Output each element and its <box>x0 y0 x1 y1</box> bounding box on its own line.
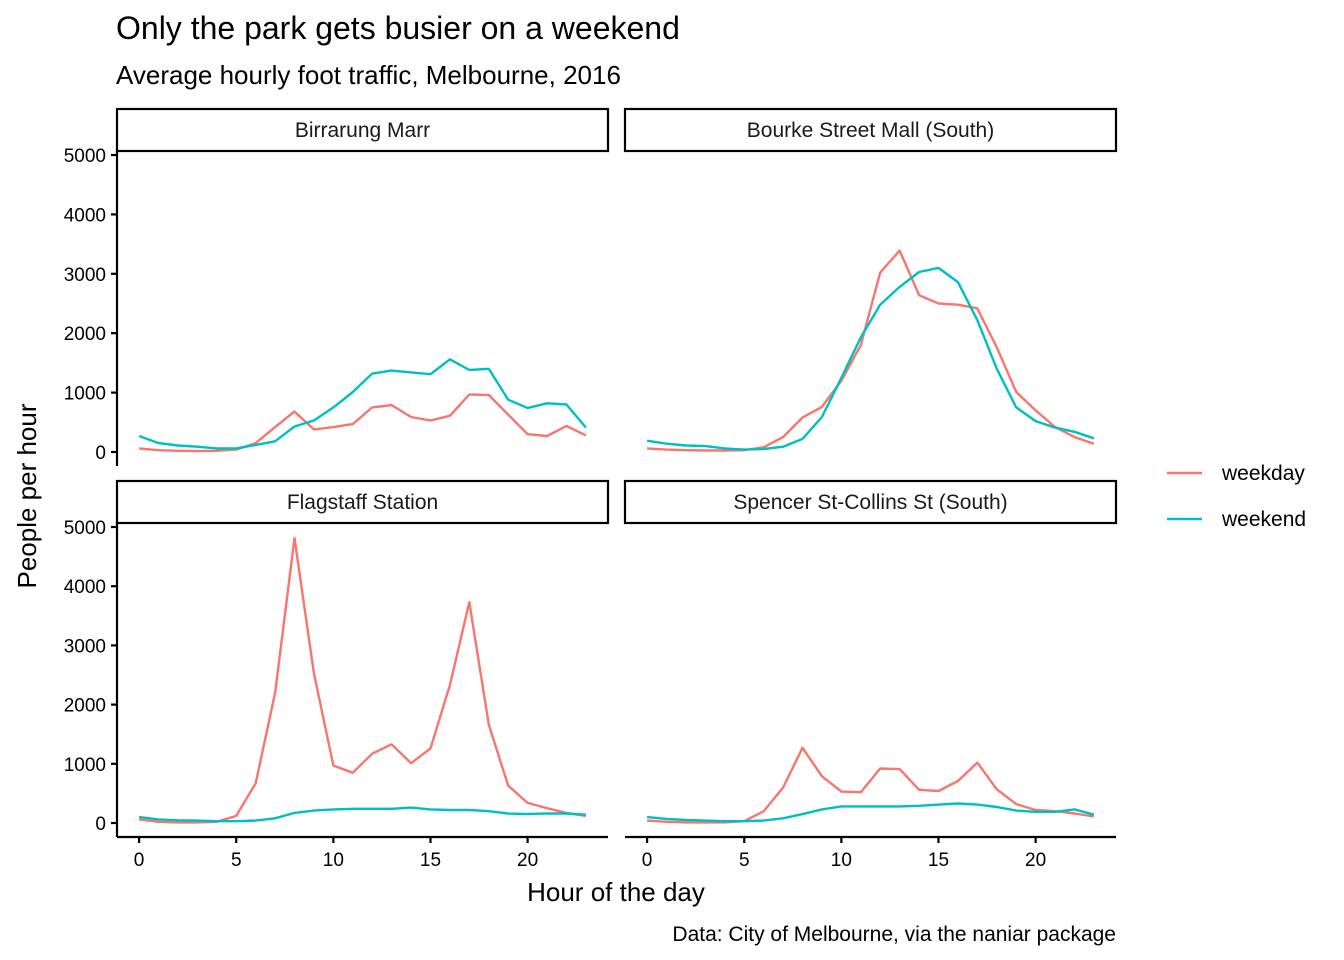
chart-caption: Data: City of Melbourne, via the naniar … <box>672 923 1116 946</box>
x-tick-label: 15 <box>420 850 441 871</box>
facet-flagstaff-station: Flagstaff Station 0 1000 2000 3000 4000 5000 0 5… <box>64 479 610 871</box>
legend-label: weekend <box>1221 508 1306 531</box>
y-tick-label: 5000 <box>64 518 106 539</box>
facet-strip-label: Spencer St-Collins St (South) <box>733 491 1007 514</box>
facet-strip-bourke-street-mall-south <box>623 107 1118 153</box>
y-tick-label: 5000 <box>64 146 106 167</box>
facet-strip-birrarung-marr <box>115 107 610 153</box>
facet-strip-label: Flagstaff Station <box>287 491 438 514</box>
series-line-weekday <box>138 537 587 824</box>
x-tick-label: 15 <box>928 850 949 871</box>
facet-strip-label: Bourke Street Mall (South) <box>747 119 994 142</box>
facet-birrarung-marr: Birrarung Marr 0 1000 2000 3000 4000 5000 <box>64 107 610 466</box>
series-line-weekend <box>646 266 1095 451</box>
x-tick-label: 20 <box>1025 850 1046 871</box>
x-tick-label: 10 <box>831 850 852 871</box>
y-tick-label: 3000 <box>64 636 106 657</box>
y-tick-label: 4000 <box>64 577 106 598</box>
x-tick-label: 5 <box>739 850 750 871</box>
series-line-weekend <box>138 806 586 823</box>
facet-strip-flagstaff-station <box>115 479 610 525</box>
y-tick-label: 4000 <box>64 205 106 226</box>
y-tick-label: 2000 <box>64 696 106 717</box>
y-tick-label: 0 <box>95 443 106 464</box>
series-line-weekday <box>647 746 1095 824</box>
x-tick-label: 5 <box>231 850 242 871</box>
y-tick-label: 2000 <box>64 324 106 345</box>
y-tick-label: 1000 <box>64 384 106 405</box>
legend: weekday weekend <box>1167 462 1306 531</box>
series-line-weekend <box>138 358 587 450</box>
series-line-weekday <box>138 393 587 453</box>
chart-subtitle: Average hourly foot traffic, Melbourne, … <box>116 60 621 90</box>
y-tick-label: 0 <box>95 814 106 835</box>
facet-spencer-st-collins-st-south: Spencer St-Collins St (South) 0 5 10 15 20 <box>623 479 1118 871</box>
facet-strip-label: Birrarung Marr <box>295 119 430 142</box>
series-line-weekend <box>646 802 1095 823</box>
x-tick-label: 0 <box>642 850 653 871</box>
legend-label: weekday <box>1221 462 1305 485</box>
x-tick-label: 0 <box>134 850 145 871</box>
y-tick-label: 1000 <box>64 755 106 776</box>
y-tick-label: 3000 <box>64 265 106 286</box>
x-axis-title: Hour of the day <box>527 877 705 907</box>
facet-panels: Birrarung Marr010002000300040005000Bourk… <box>64 107 1118 871</box>
series-line-weekday <box>647 249 1095 452</box>
y-axis-title: People per hour <box>12 403 42 588</box>
facet-bourke-street-mall-south: Bourke Street Mall (South) <box>623 107 1118 452</box>
x-tick-label: 10 <box>323 850 344 871</box>
x-tick-label: 20 <box>517 850 538 871</box>
chart-title: Only the park gets busier on a weekend <box>116 10 680 46</box>
facet-strip-spencer-st-collins-st-south <box>623 479 1118 525</box>
